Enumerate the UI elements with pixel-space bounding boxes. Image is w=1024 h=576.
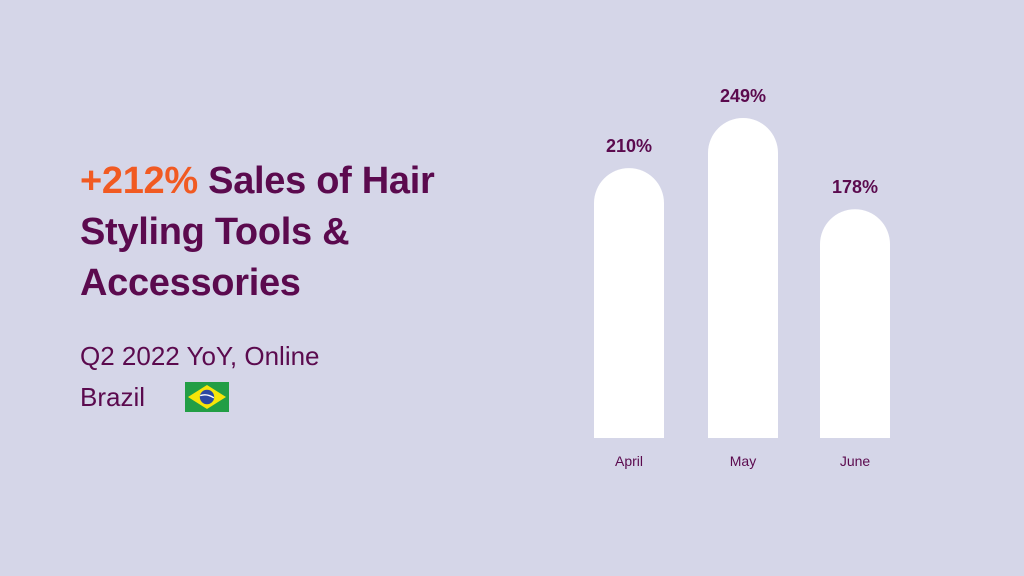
value-label-may: 249%	[720, 86, 766, 106]
headline-rest: Sales of Hair Styling Tools & Accessorie…	[80, 160, 435, 304]
x-tick-label-april: April	[615, 453, 643, 469]
x-tick-label-june: June	[840, 453, 871, 469]
value-label-april: 210%	[606, 136, 652, 156]
subtitle-country: Brazil	[80, 382, 146, 412]
brazil-flag-icon	[185, 382, 229, 412]
value-label-june: 178%	[832, 177, 878, 197]
x-tick-label-may: May	[730, 453, 756, 469]
bar-may	[708, 118, 778, 438]
subtitle-period: Q2 2022 YoY, Online	[80, 341, 320, 371]
headline-highlight: +212%	[80, 160, 198, 202]
bar-june	[820, 209, 890, 438]
bar-april	[594, 168, 664, 438]
headline: +212% Sales of Hair Styling Tools & Acce…	[80, 156, 500, 309]
